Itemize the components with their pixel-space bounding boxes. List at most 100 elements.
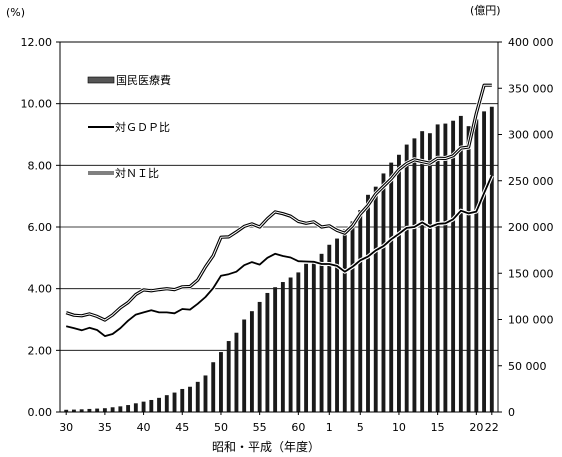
right-axis-tick-label: 250 000: [508, 175, 554, 188]
right-axis-tick-label: 50 000: [508, 360, 547, 373]
bar: [102, 408, 107, 412]
x-axis-tick-label: 60: [291, 421, 305, 434]
gdp-ratio-line: [65, 175, 493, 338]
x-axis-label: 昭和・平成（年度）: [212, 439, 320, 454]
bar: [234, 332, 239, 412]
left-axis-tick-label: 8.00: [28, 159, 53, 172]
bar: [249, 311, 254, 412]
bar: [342, 229, 347, 412]
bar: [164, 395, 169, 412]
bar: [482, 111, 487, 412]
right-axis-tick-label: 200 000: [508, 221, 554, 234]
bar: [350, 221, 355, 412]
left-axis-tick-label: 6.00: [28, 221, 53, 234]
legend-item-medical-expenditure: 国民医療費: [87, 73, 171, 87]
x-axis-tick-label: 40: [137, 421, 151, 434]
bar: [64, 409, 69, 412]
bar: [296, 272, 301, 412]
ni-ratio-line-inner: [66, 84, 492, 321]
bar: [381, 173, 386, 412]
bar: [327, 244, 332, 412]
bar-series-medical-expenditure: [64, 106, 494, 413]
legend-label-gdp-ratio: 対ＧＤＰ比: [115, 120, 170, 134]
bar: [87, 408, 92, 412]
bar: [118, 406, 123, 412]
bar: [149, 399, 154, 412]
legend-swatch-bars: [87, 76, 115, 84]
bar: [420, 131, 425, 413]
bar: [427, 133, 432, 412]
bar: [319, 253, 324, 412]
bar: [397, 154, 401, 412]
right-axis-tick-label: 300 000: [508, 129, 554, 142]
left-axis-tick-label: 4.00: [28, 283, 53, 296]
bar: [404, 144, 409, 412]
bar: [335, 238, 339, 412]
left-axis-tick-label: 12.00: [21, 36, 53, 49]
bar: [358, 210, 363, 412]
bar: [311, 261, 316, 412]
bar: [273, 287, 278, 412]
bar: [466, 126, 471, 413]
bar: [366, 194, 370, 412]
bar: [188, 386, 192, 412]
bar: [180, 388, 185, 412]
right-axis-tick-label: 100 000: [508, 314, 554, 327]
bar: [95, 408, 100, 412]
x-axis-tick-label: 30: [59, 421, 73, 434]
bar: [203, 375, 208, 412]
bar: [133, 403, 138, 412]
x-axis-tick-label: 50: [214, 421, 228, 434]
right-axis-unit: (億円): [470, 4, 501, 17]
left-axis-tick-label: 0.00: [28, 406, 53, 419]
legend-item-gdp-ratio: 対ＧＤＰ比: [88, 120, 170, 134]
bar: [219, 352, 223, 412]
bar: [157, 397, 161, 412]
bar: [389, 162, 394, 412]
x-axis-tick-label: 45: [175, 421, 189, 434]
bar: [242, 319, 247, 412]
legend-item-ni-ratio: 対ＮＩ比: [88, 166, 159, 180]
bar: [304, 263, 309, 412]
bar: [226, 341, 231, 412]
left-axis-tick-label: 10.00: [21, 98, 53, 111]
x-axis-tick-label: 10: [392, 421, 406, 434]
x-axis-tick-label: 55: [253, 421, 267, 434]
x-axis-tick-label: 5: [357, 421, 364, 434]
x-axis-tick-label: 35: [98, 421, 112, 434]
right-axis-tick-label: 0: [508, 406, 515, 419]
bar: [71, 409, 76, 412]
right-axis-tick-label: 400 000: [508, 36, 554, 49]
bar: [489, 106, 494, 412]
bar: [141, 401, 146, 412]
bar: [288, 277, 293, 412]
bar: [280, 282, 285, 412]
bar: [79, 409, 84, 412]
bar: [126, 405, 131, 412]
bar: [211, 362, 216, 412]
legend-label-ni-ratio: 対ＮＩ比: [115, 166, 159, 180]
grid-lines: [60, 103, 498, 351]
bar: [443, 123, 448, 413]
right-axis-tick-label: 150 000: [508, 267, 554, 280]
axes: 0.00 2.00 4.00 6.00 8.00 10.00 12.00 0 50 000 100…: [21, 36, 554, 434]
x-axis-tick-label: 22: [485, 421, 499, 434]
bar: [110, 407, 115, 412]
left-axis-tick-label: 2.00: [28, 344, 53, 357]
bar: [474, 119, 479, 412]
legend: 国民医療費 対ＧＤＰ比 対ＮＩ比: [87, 73, 171, 180]
bar: [172, 392, 177, 412]
bar: [373, 186, 378, 412]
x-axis-tick-label: 20: [469, 421, 483, 434]
bar: [195, 381, 200, 412]
bar: [412, 138, 417, 412]
line-series-layer: [65, 82, 494, 339]
bar: [435, 124, 440, 412]
bar: [458, 115, 463, 412]
bar: [257, 301, 262, 412]
right-axis-tick-label: 350 000: [508, 82, 554, 95]
x-axis-tick-label: 15: [431, 421, 445, 434]
x-axis-tick-label: 1: [326, 421, 333, 434]
bar: [451, 120, 456, 412]
left-axis-unit: (%): [6, 6, 25, 19]
